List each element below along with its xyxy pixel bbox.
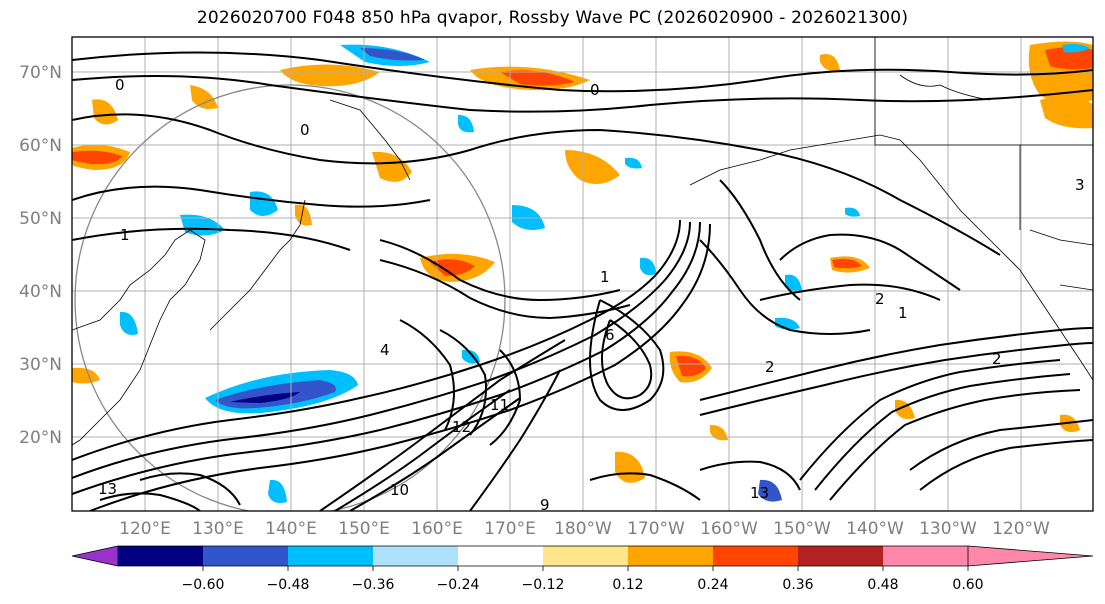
contour-label: 0	[115, 76, 125, 94]
contours	[72, 51, 1093, 511]
contour-label: 1	[600, 268, 610, 286]
negative-anomaly-patch	[180, 214, 225, 236]
positive-anomaly-patch	[710, 424, 728, 441]
positive-anomaly-patch	[895, 399, 915, 419]
lat-label: 20°N	[19, 428, 62, 448]
contour-label: 2	[875, 290, 885, 308]
negative-anomaly-patch	[360, 48, 425, 61]
lon-label: 160°W	[700, 519, 758, 539]
positive-anomaly-patch	[280, 64, 380, 87]
lon-label: 170°E	[484, 519, 536, 539]
contour-label: 6	[605, 326, 615, 344]
colorbar-label: −0.48	[267, 577, 310, 593]
lat-label: 40°N	[19, 282, 62, 302]
negative-anomaly-patch	[758, 479, 782, 502]
highlight-circle	[74, 84, 506, 511]
negative-anomaly-patch	[230, 392, 300, 403]
lat-label: 50°N	[19, 209, 62, 229]
lon-label: 120°W	[992, 519, 1050, 539]
contour-label: 2	[992, 350, 1002, 368]
positive-anomaly-patch	[676, 355, 706, 377]
negative-anomaly-patch	[785, 274, 802, 294]
positive-anomaly-patch	[615, 451, 645, 483]
positive-anomaly-patch	[72, 367, 100, 384]
lon-label: 150°W	[773, 519, 831, 539]
lon-label: 160°E	[411, 519, 463, 539]
colorbar-segment	[798, 546, 883, 566]
contour-label: 13	[750, 484, 769, 502]
colorbar-left-extension	[71, 545, 119, 567]
negative-anomaly-patch	[845, 207, 860, 217]
contour-label: 0	[590, 81, 600, 99]
contour-label: 3	[1075, 176, 1085, 194]
lat-label: 60°N	[19, 136, 62, 156]
contour-label: 9	[540, 496, 550, 514]
colorbar-segment	[288, 546, 373, 566]
positive-anomaly-patch	[1040, 96, 1093, 129]
contour-label: 10	[390, 481, 409, 499]
negative-anomaly-patch	[625, 157, 642, 169]
colorbar-segment	[543, 546, 628, 566]
colorbar-segment	[203, 546, 288, 566]
lon-label: 130°E	[192, 519, 244, 539]
colorbar-label: 0.24	[697, 577, 728, 593]
positive-anomaly-patch	[190, 85, 218, 109]
positive-anomaly-patch	[72, 150, 122, 165]
positive-anomaly-patch	[295, 204, 312, 226]
lon-label: 140°W	[846, 519, 904, 539]
plot-title: 2026020700 F048 850 hPa qvapor, Rossby W…	[196, 8, 909, 28]
negative-anomaly-patch	[1062, 44, 1090, 53]
colorbar-label: 0.36	[782, 577, 813, 593]
qvapor-shading	[72, 41, 1093, 503]
colorbar-label: 0.12	[612, 577, 643, 593]
contour-label: 1	[898, 304, 908, 322]
contour-label: 1	[120, 226, 130, 244]
colorbar-right-extension	[967, 545, 1094, 567]
negative-anomaly-patch	[120, 311, 138, 335]
lat-label: 70°N	[19, 63, 62, 83]
contour-label: 11	[490, 396, 509, 414]
colorbar-label: −0.12	[522, 577, 565, 593]
colorbar-segment	[713, 546, 798, 566]
contour-label: 4	[380, 341, 390, 359]
positive-anomaly-patch	[820, 54, 840, 71]
contour-label: 0	[300, 121, 310, 139]
negative-anomaly-patch	[640, 257, 656, 276]
lon-label: 130°W	[919, 519, 977, 539]
positive-anomaly-patch	[1045, 47, 1093, 70]
contour-label: 13	[98, 480, 117, 498]
negative-anomaly-patch	[268, 479, 287, 503]
lon-label: 170°W	[627, 519, 685, 539]
colorbar-segment	[883, 546, 968, 566]
lon-label: 140°E	[265, 519, 317, 539]
positive-anomaly-patch	[430, 259, 475, 276]
contour-label: 2	[765, 358, 775, 376]
positive-anomaly-patch	[832, 258, 862, 269]
colorbar-label: −0.60	[182, 577, 225, 593]
lon-label: 150°E	[338, 519, 390, 539]
colorbar-segment	[628, 546, 713, 566]
colorbar: −0.60 −0.48 −0.36 −0.24 −0.12 0.12 0.24 …	[71, 545, 1094, 593]
positive-anomaly-patch	[92, 99, 118, 125]
lat-label: 30°N	[19, 355, 62, 375]
colorbar-label: −0.36	[352, 577, 395, 593]
colorbar-label: 0.48	[867, 577, 898, 593]
coastlines	[72, 37, 1093, 446]
lon-label: 120°E	[119, 519, 171, 539]
colorbar-segment	[118, 546, 203, 566]
colorbar-label: 0.60	[952, 577, 983, 593]
positive-anomaly-patch	[500, 70, 575, 86]
positive-anomaly-patch	[372, 151, 412, 182]
lon-label: 180°W	[554, 519, 612, 539]
colorbar-label: −0.24	[437, 577, 480, 593]
contour-label: 12	[452, 418, 471, 436]
map-border	[71, 36, 1094, 512]
positive-anomaly-patch	[565, 150, 620, 184]
negative-anomaly-patch	[458, 114, 474, 133]
colorbar-segment	[373, 546, 458, 566]
colorbar-segment	[458, 546, 543, 566]
